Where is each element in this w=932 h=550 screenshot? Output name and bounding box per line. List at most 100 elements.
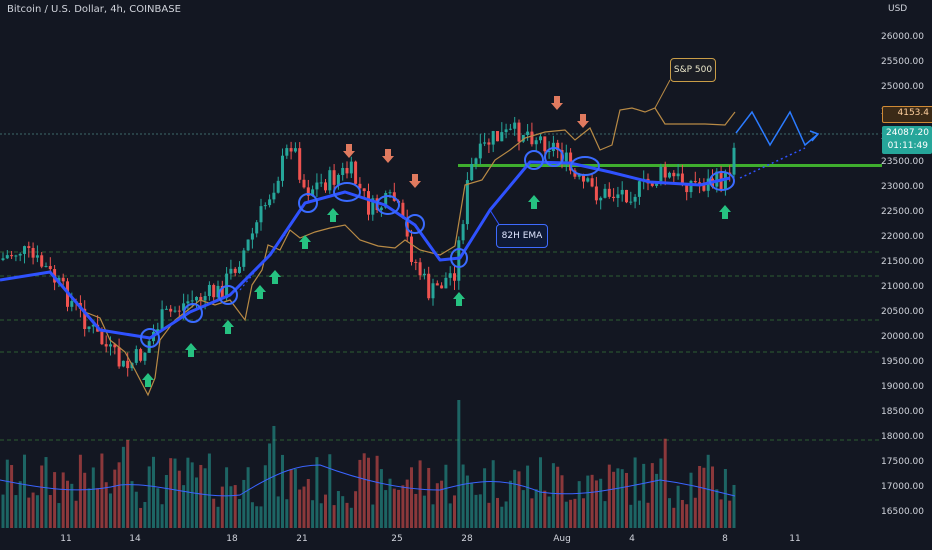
candle-body	[220, 285, 224, 299]
volume-bar	[18, 481, 22, 528]
candle-body	[195, 296, 198, 301]
arrow-up-icon	[222, 320, 234, 334]
touch-circle	[140, 328, 160, 348]
volume-bar	[164, 474, 168, 528]
candle-body	[457, 240, 461, 281]
candle-body	[371, 198, 375, 215]
candle-body	[31, 247, 35, 258]
chart-title: Bitcoin / U.S. Dollar, 4h, COINBASE	[7, 4, 181, 15]
arrow-up-icon	[528, 195, 540, 209]
volume-bar	[698, 466, 702, 528]
touch-circle	[570, 156, 600, 176]
candle-body	[706, 178, 710, 191]
volume-bar	[534, 489, 538, 528]
candle-body	[556, 142, 560, 151]
volume-bar	[70, 483, 74, 528]
volume-bar	[272, 425, 276, 528]
candle-body	[117, 347, 121, 367]
candle-body	[444, 277, 448, 289]
volume-bar	[233, 485, 237, 528]
candle-body	[594, 186, 598, 201]
candle-body	[341, 167, 345, 175]
volume-bar	[130, 481, 134, 528]
price-tick: 20000.00	[881, 332, 924, 342]
candle-body	[246, 239, 250, 251]
volume-bar	[91, 467, 95, 528]
volume-bar	[560, 475, 564, 528]
candle-body	[534, 140, 538, 145]
arrow-up-icon	[719, 205, 731, 219]
candle-body	[5, 255, 9, 259]
candle-body	[109, 344, 112, 347]
volume-bar	[689, 472, 693, 528]
candle-body	[629, 201, 633, 203]
volume-bar	[35, 495, 39, 528]
candle-body	[504, 129, 508, 133]
spx-callout[interactable]: S&P 500	[670, 58, 716, 82]
candle-body	[324, 182, 327, 191]
candle-body	[418, 262, 422, 276]
ema-projection	[739, 147, 806, 179]
volume-bar	[444, 464, 448, 528]
candle-body	[680, 173, 684, 185]
candle-body	[177, 310, 181, 312]
candle-body	[577, 174, 581, 177]
volume-bar	[603, 501, 607, 528]
candle-body	[530, 131, 534, 145]
candle-body	[496, 131, 499, 142]
volume-bar	[715, 489, 719, 528]
volume-bar	[637, 500, 641, 528]
candle-body	[126, 360, 130, 369]
volume-bar	[513, 469, 517, 528]
candle-body	[517, 122, 521, 142]
time-tick: 28	[461, 534, 473, 544]
volume-bar	[668, 498, 671, 528]
volume-bar	[375, 455, 379, 528]
candle-body	[685, 184, 689, 193]
volume-bar	[259, 506, 263, 528]
volume-bar	[646, 502, 650, 528]
volume-bar	[354, 491, 358, 528]
candle-body	[582, 174, 585, 182]
candle-body	[156, 329, 160, 332]
price-tick: 18500.00	[881, 407, 924, 417]
candle-body	[513, 122, 517, 129]
candle-body	[612, 196, 616, 198]
volume-bar	[551, 463, 555, 528]
volume-bar	[659, 458, 663, 528]
spx-callout-pointer	[654, 79, 671, 109]
price-tick: 18000.00	[881, 432, 924, 442]
candle-body	[401, 202, 405, 218]
volume-bar	[182, 485, 186, 528]
candle-body	[259, 206, 263, 223]
candle-body	[633, 196, 637, 202]
volume-bar	[379, 469, 383, 528]
volume-bar	[728, 500, 732, 528]
price-tick: 25500.00	[881, 57, 924, 67]
candle-body	[87, 326, 91, 329]
candle-body	[203, 296, 207, 301]
ema-callout[interactable]: 82H EMA	[496, 224, 548, 248]
volume-bar	[625, 472, 628, 528]
candle-body	[70, 301, 74, 307]
volume-bar	[723, 469, 727, 528]
volume-bar	[293, 469, 297, 528]
price-tick: 26000.00	[881, 32, 924, 42]
volume-bar	[612, 471, 616, 528]
volume-bar	[40, 465, 44, 528]
volume-bar	[732, 484, 736, 528]
arrow-down-icon	[577, 114, 589, 128]
candle-body	[255, 222, 259, 234]
candle-body	[500, 132, 504, 142]
volume-bar	[676, 485, 680, 528]
volume-bar	[401, 485, 405, 528]
candle-body	[263, 205, 267, 207]
candle-body	[603, 188, 607, 198]
candle-body	[293, 148, 297, 152]
volume-bar	[44, 457, 48, 528]
volume-bar	[448, 503, 452, 528]
candle-body	[83, 308, 87, 329]
volume-bar	[397, 489, 401, 528]
candle-body	[315, 182, 319, 190]
